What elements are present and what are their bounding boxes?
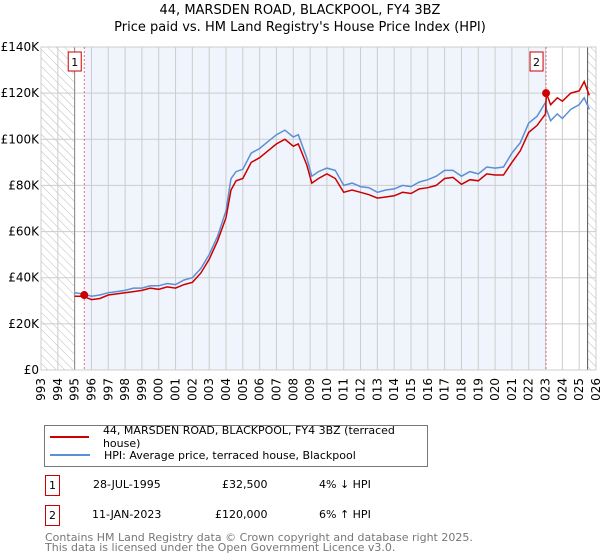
x-tick-label: 2001 (169, 378, 183, 400)
x-tick-label: 2017 (438, 378, 452, 400)
x-tick-label: 2024 (555, 378, 569, 400)
y-tick-label: £20K (8, 317, 40, 331)
legend-item-property: 44, MARSDEN ROAD, BLACKPOOL, FY4 3BZ (te… (45, 424, 427, 450)
sale-row: 1 28-JUL-1995 £32,500 4% ↓ HPI (45, 475, 445, 496)
sale-marker-badge: 1 (45, 475, 60, 496)
y-tick-label: £0 (24, 363, 39, 377)
x-tick-label: 2010 (320, 378, 334, 400)
sale-hpi: 6% ↑ HPI (319, 508, 371, 521)
x-tick-label: 2013 (370, 378, 384, 400)
sale-label: 2 (533, 56, 540, 69)
sale-label-box (67, 51, 82, 72)
x-tick-label: 2018 (454, 378, 468, 400)
future-hatch (587, 47, 596, 370)
sale-date: 11-JAN-2023 (92, 508, 162, 521)
x-tick-label: 1998 (118, 378, 132, 400)
y-tick-label: £40K (8, 271, 40, 285)
x-tick-label: 1996 (84, 378, 98, 400)
plot-border (40, 46, 597, 371)
x-tick-label: 2009 (303, 378, 317, 400)
y-tick-label: £100K (1, 132, 41, 146)
x-tick-label: 2006 (253, 378, 267, 400)
sale-point (542, 89, 551, 98)
sale-date: 28-JUL-1995 (93, 478, 161, 491)
hpi-series-line (74, 96, 590, 297)
sale-hpi: 4% ↓ HPI (319, 478, 371, 491)
x-tick-label: 2016 (421, 378, 435, 400)
sale-label-box (529, 51, 544, 72)
legend-label: HPI: Average price, terraced house, Blac… (104, 448, 356, 462)
x-tick-label: 2000 (152, 378, 166, 400)
x-tick-label: 2012 (354, 378, 368, 400)
x-tick-label: 2022 (522, 378, 536, 400)
chart-subtitle: Price paid vs. HM Land Registry's House … (114, 20, 486, 35)
chart-title: 44, MARSDEN ROAD, BLACKPOOL, FY4 3BZ (159, 3, 441, 18)
sale-price: £120,000 (215, 508, 268, 521)
x-tick-label: 2003 (202, 378, 216, 400)
x-tick-label: 2026 (589, 378, 600, 400)
footer-copyright: Contains HM Land Registry data © Crown c… (45, 531, 473, 544)
x-tick-label: 2014 (387, 378, 401, 400)
footer-licence: This data is licensed under the Open Gov… (45, 541, 396, 554)
y-tick-label: £60K (8, 225, 40, 239)
legend: 44, MARSDEN ROAD, BLACKPOOL, FY4 3BZ (te… (44, 424, 428, 467)
x-tick-label: 1993 (34, 378, 48, 400)
x-tick-label: 2025 (572, 378, 586, 400)
x-tick-label: 2008 (286, 378, 300, 400)
x-tick-label: 2004 (219, 378, 233, 400)
y-tick-label: £140K (1, 40, 41, 54)
property-series-line (74, 79, 591, 301)
sale-marker-badge: 2 (45, 505, 60, 526)
x-tick-label: 2005 (236, 378, 250, 400)
sale-price: £32,500 (222, 478, 268, 491)
y-tick-label: £120K (1, 86, 41, 100)
x-tick-label: 2019 (471, 378, 485, 400)
x-tick-label: 1994 (51, 378, 65, 400)
x-tick-label: 2023 (539, 378, 553, 400)
x-tick-label: 1999 (135, 378, 149, 400)
sale-point (80, 291, 89, 300)
x-tick-label: 2007 (269, 378, 283, 400)
legend-label: 44, MARSDEN ROAD, BLACKPOOL, FY4 3BZ (te… (102, 424, 395, 450)
ownership-period-shading (84, 47, 547, 370)
legend-swatch-red (50, 436, 89, 438)
x-tick-label: 2015 (404, 378, 418, 400)
x-tick-label: 2020 (488, 378, 502, 400)
sale-label: 1 (71, 56, 78, 69)
legend-swatch-blue (50, 454, 90, 456)
x-tick-label: 1995 (68, 378, 82, 400)
legend-item-hpi: HPI: Average price, terraced house, Blac… (45, 447, 356, 463)
y-tick-label: £80K (8, 178, 40, 192)
x-tick-label: 1997 (101, 378, 115, 400)
price-chart: 1993 1994 1995 1996 1997 1998 1999 2000 2001 2002… (1, 40, 600, 400)
x-tick-label: 2002 (185, 378, 199, 400)
sale-row: 2 11-JAN-2023 £120,000 6% ↑ HPI (45, 505, 445, 526)
x-tick-label: 2011 (337, 378, 351, 400)
x-tick-label: 2021 (505, 378, 519, 400)
